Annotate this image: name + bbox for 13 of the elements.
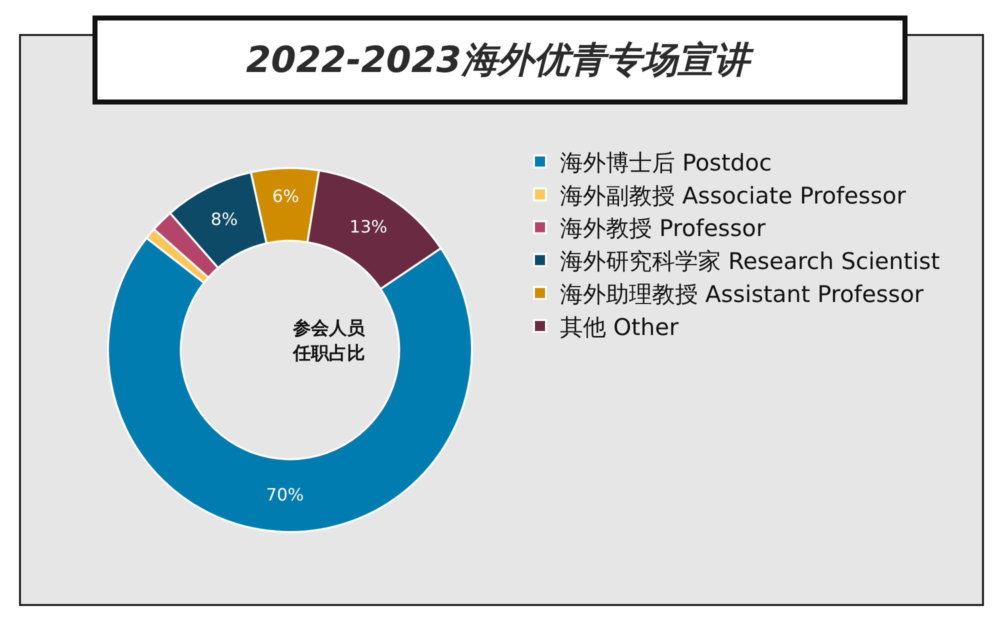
data-label: 6% xyxy=(272,186,300,207)
legend-label: 海外助理教授 Assistant Professor xyxy=(560,282,924,308)
legend-label: 海外副教授 Associate Professor xyxy=(560,183,906,210)
text: 任职占比 xyxy=(292,343,365,364)
legend-label: 海外博士后 Postdoc xyxy=(560,150,772,176)
data-label: 70% xyxy=(266,486,304,506)
data-label: 8% xyxy=(210,210,238,230)
legend-label: 海外教授 Professor xyxy=(560,216,766,242)
legend-label: 其他 Other xyxy=(560,314,680,341)
text: 参会人员 xyxy=(292,318,366,339)
legend-label: 海外研究科学家 Research Scientist xyxy=(560,249,940,276)
data-label: 13% xyxy=(350,217,388,238)
chart-title: 2022-2023海外优青专场宣讲 xyxy=(246,40,754,81)
